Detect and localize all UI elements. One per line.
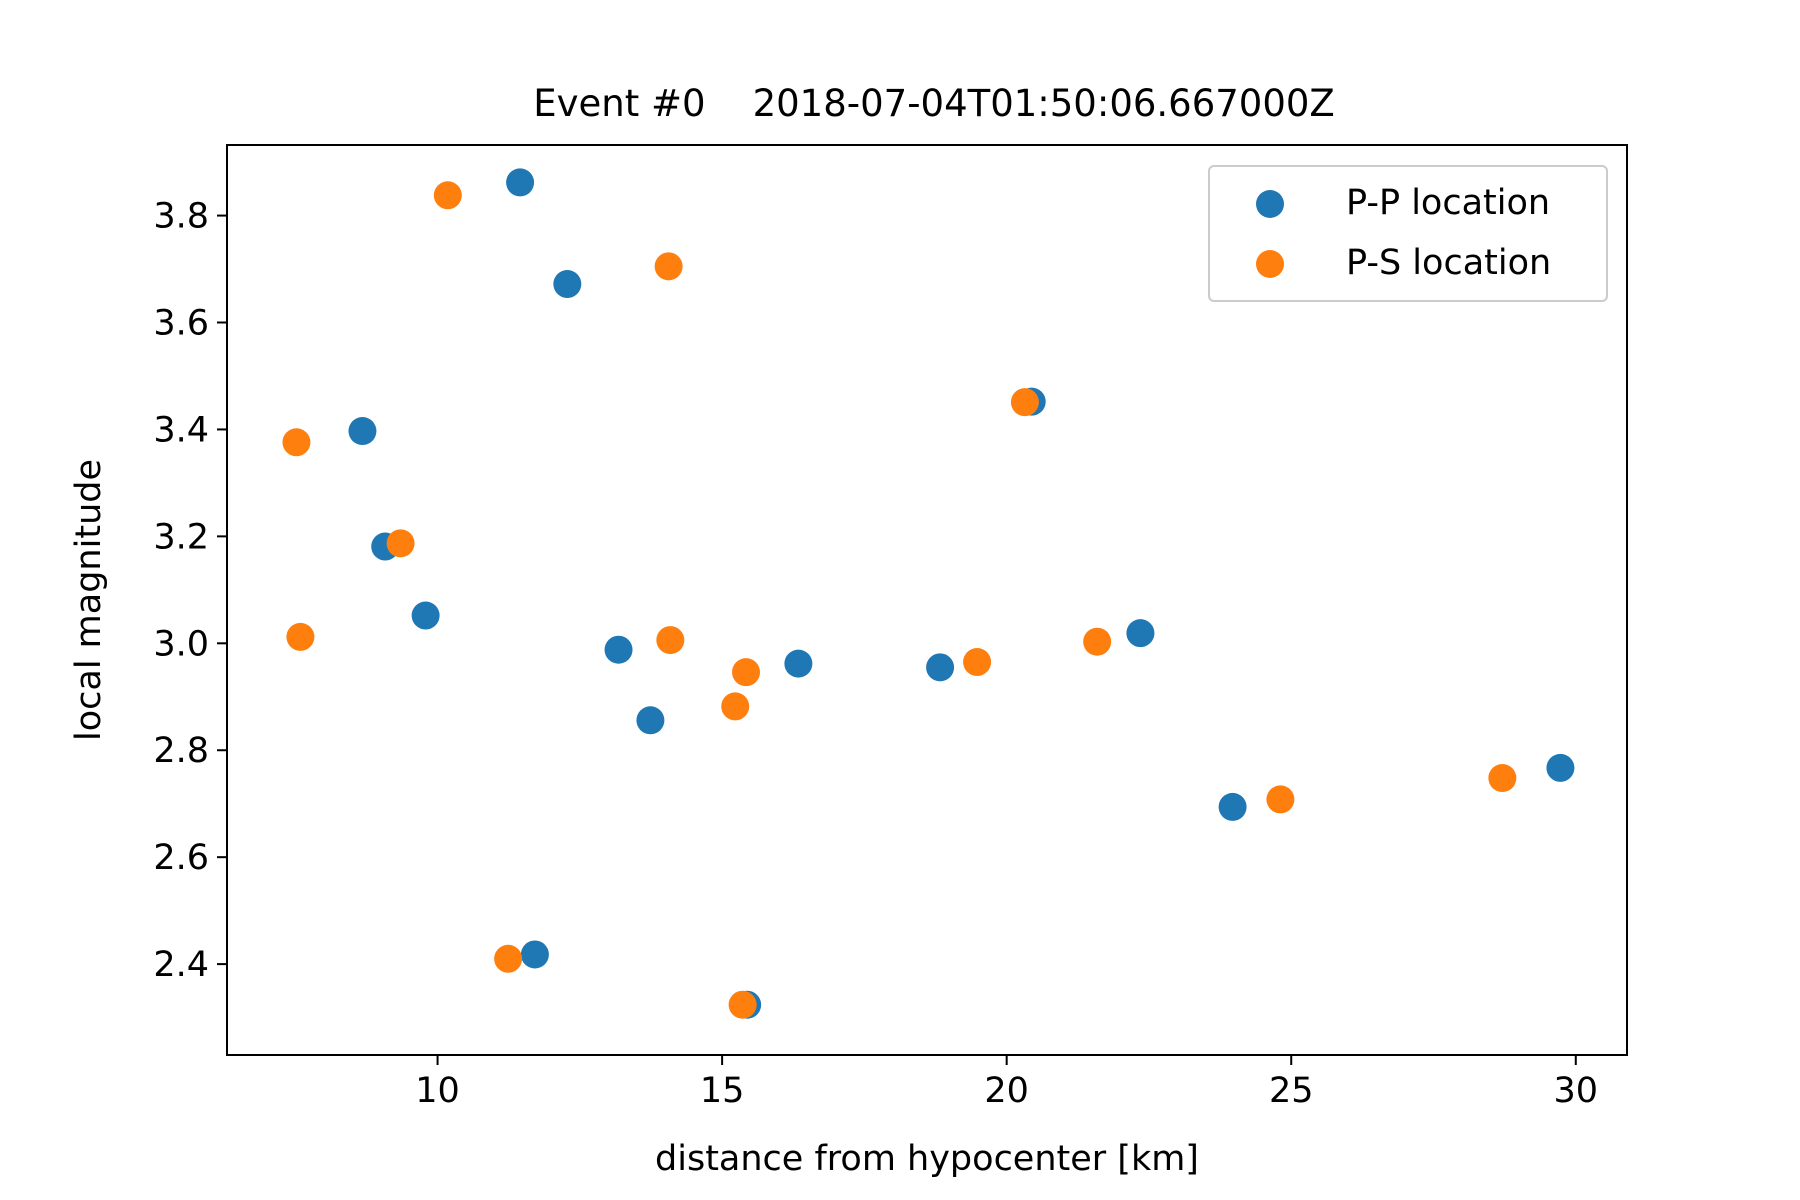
ps-location-point — [732, 658, 761, 687]
data-points — [282, 168, 1575, 1019]
ps-location-point — [386, 529, 415, 558]
y-tick-label: 3.2 — [153, 517, 209, 557]
pp-location-point — [784, 649, 813, 678]
y-tick-label: 3.6 — [153, 304, 209, 344]
y-axis: 2.4 2.6 2.8 3.0 3.2 3.4 3.6 3.8 — [153, 197, 227, 985]
ps-location-point — [1266, 785, 1295, 814]
ps-location-point — [282, 428, 311, 457]
ps-location-point — [1010, 388, 1039, 417]
ps-location-point — [1083, 627, 1112, 656]
pp-location-point — [348, 417, 377, 446]
pp-location-point — [411, 601, 440, 630]
pp-location-point — [604, 635, 633, 664]
x-axis: 10 15 20 25 30 — [415, 1055, 1598, 1111]
pp-location-point — [506, 168, 535, 197]
ps-location-point — [1488, 764, 1517, 793]
y-tick-label: 3.8 — [153, 197, 209, 237]
legend-marker-pp — [1256, 190, 1284, 218]
pp-location-point — [1218, 792, 1247, 821]
x-tick-label: 15 — [700, 1071, 745, 1111]
legend-marker-ps — [1256, 250, 1284, 278]
pp-location-point — [1546, 753, 1575, 782]
y-tick-label: 3.0 — [153, 624, 209, 664]
y-tick-label: 3.4 — [153, 410, 209, 450]
y-tick-label: 2.4 — [153, 945, 209, 985]
x-axis-label: distance from hypocenter [km] — [655, 1139, 1199, 1179]
legend-label-pp: P-P location — [1346, 183, 1550, 223]
ps-location-point — [433, 181, 462, 210]
pp-location-point — [1126, 619, 1155, 648]
x-tick-label: 25 — [1269, 1071, 1314, 1111]
chart-title: Event #0 2018-07-04T01:50:06.667000Z — [533, 82, 1335, 125]
ps-location-point — [286, 622, 315, 651]
x-tick-label: 10 — [415, 1071, 460, 1111]
ps-location-point — [728, 990, 757, 1019]
ps-location-point — [721, 692, 750, 721]
legend-label-ps: P-S location — [1346, 243, 1551, 283]
y-tick-label: 2.8 — [153, 731, 209, 771]
legend-box — [1208, 165, 1608, 302]
pp-location-point — [553, 270, 582, 299]
ps-location-point — [656, 626, 685, 655]
y-tick-label: 2.6 — [153, 838, 209, 878]
pp-location-point — [636, 706, 665, 735]
ps-location-point — [654, 252, 683, 281]
x-tick-label: 20 — [984, 1071, 1029, 1111]
y-axis-label: local magnitude — [69, 459, 109, 741]
x-tick-label: 30 — [1554, 1071, 1599, 1111]
pp-location-point — [520, 940, 549, 969]
legend: P-P location P-S location — [1208, 165, 1608, 302]
ps-location-point — [963, 648, 992, 677]
pp-location-point — [926, 653, 955, 682]
ps-location-point — [494, 944, 523, 973]
